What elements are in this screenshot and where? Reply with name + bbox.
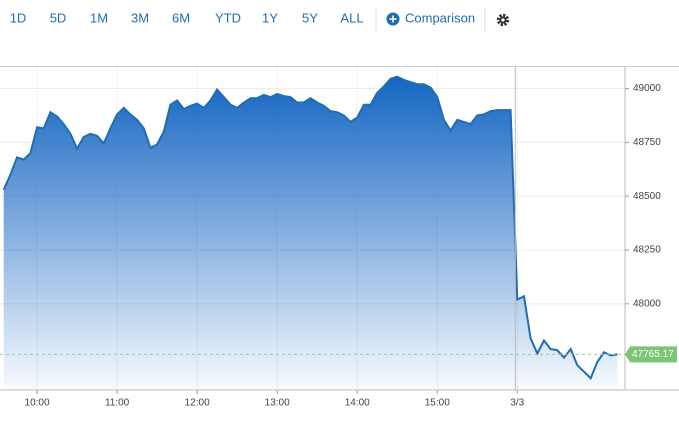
last-value-box: [625, 346, 677, 363]
gear-hole: [501, 18, 505, 22]
range-button[interactable]: 3M: [131, 10, 149, 25]
range-button[interactable]: YTD: [215, 10, 241, 25]
range-button[interactable]: 5Y: [302, 10, 318, 25]
x-tick-label: 14:00: [345, 398, 370, 409]
y-tick-label: 48750: [633, 137, 661, 148]
x-tick-label: 15:00: [425, 398, 450, 409]
y-tick-label: 49000: [633, 83, 661, 94]
x-tick-label: 12:00: [185, 398, 210, 409]
x-tick-label: 13:00: [265, 398, 290, 409]
gear-teeth: [496, 13, 510, 27]
y-tick-label: 48000: [633, 299, 661, 310]
range-button[interactable]: 6M: [172, 10, 190, 25]
x-tick-label: 3/3: [510, 398, 524, 409]
range-button[interactable]: ALL: [340, 10, 363, 25]
area-fill: [3, 76, 618, 390]
x-tick-label: 11:00: [105, 398, 130, 409]
plot: 48000 48250 48500 48750 49000 10:00 11:00 12:00…: [0, 67, 679, 409]
range-button[interactable]: 1Y: [262, 10, 278, 25]
y-tick-label: 48250: [633, 245, 661, 256]
range-button[interactable]: 1D: [10, 10, 27, 25]
comparison-button[interactable]: Comparison: [405, 10, 475, 25]
plus-sign: [389, 15, 397, 23]
range-button[interactable]: 1M: [90, 10, 108, 25]
last-value-label: 47765.17: [632, 349, 674, 360]
settings-icon[interactable]: [496, 13, 510, 27]
toolbar: 1D 5D 1M 3M 6M YTD 1Y 5Y ALL: [10, 10, 364, 25]
range-button[interactable]: 5D: [50, 10, 67, 25]
x-tick-label: 10:00: [25, 398, 50, 409]
y-tick-label: 48500: [633, 191, 661, 202]
